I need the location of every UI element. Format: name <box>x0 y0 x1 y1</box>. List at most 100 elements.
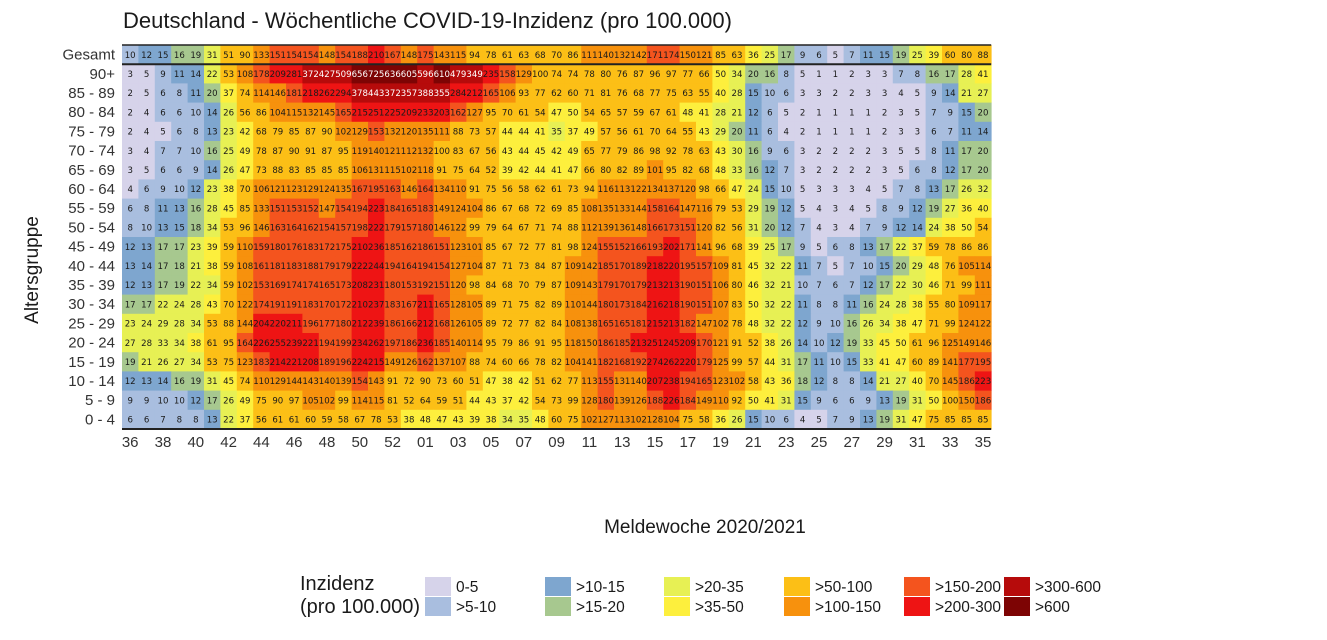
heatmap-cell <box>220 121 238 142</box>
cell-value-label: 99 <box>732 358 743 368</box>
heatmap-cell <box>794 198 812 219</box>
cell-value-label: 73 <box>568 185 579 195</box>
heatmap-cell <box>778 45 795 65</box>
cell-value-label: 114 <box>975 262 991 272</box>
cell-value-label: 7 <box>849 281 854 291</box>
cell-value-label: 75 <box>453 166 464 176</box>
cell-value-label: 90 <box>289 147 300 157</box>
heatmap-cell <box>778 217 795 238</box>
heatmap-cell <box>220 102 238 123</box>
cell-value-label: 16 <box>207 147 218 157</box>
cell-value-label: 3 <box>849 185 854 195</box>
cell-value-label: 56 <box>502 185 513 195</box>
cell-value-label: 70 <box>223 300 234 310</box>
heatmap-cell <box>532 237 549 257</box>
heatmap-cell <box>384 198 402 219</box>
heatmap-cell <box>236 102 254 123</box>
cell-value-label: 59 <box>223 281 234 291</box>
heatmap-cell <box>138 256 156 276</box>
heatmap-cell <box>925 198 943 219</box>
cell-value-label: 10 <box>190 147 201 157</box>
heatmap-cell <box>204 141 221 161</box>
cell-value-label: 149 <box>434 204 450 214</box>
heatmap-cell <box>450 198 467 219</box>
cell-value-label: 154 <box>319 224 335 234</box>
cell-value-label: 3 <box>882 166 887 176</box>
cell-value-label: 41 <box>764 396 775 406</box>
cell-value-label: 11 <box>174 70 185 80</box>
heatmap-cell <box>318 64 336 84</box>
cell-value-label: 137 <box>663 185 679 195</box>
cell-value-label: 218 <box>302 89 318 99</box>
cell-value-label: 6 <box>144 416 149 426</box>
heatmap-cell <box>122 64 139 84</box>
cell-value-label: 64 <box>420 396 431 406</box>
y-axis-title: Altersgruppe <box>22 216 43 324</box>
heatmap-cell <box>302 121 320 142</box>
cell-value-label: 6 <box>127 416 132 426</box>
cell-value-label: 181 <box>286 89 302 99</box>
heatmap-cell <box>400 160 418 180</box>
heatmap-cell <box>466 64 484 84</box>
cell-value-label: 17 <box>879 243 890 253</box>
cell-value-label: 75 <box>256 396 267 406</box>
cell-value-label: 105 <box>958 262 974 272</box>
cell-value-label: 167 <box>401 300 417 310</box>
cell-value-label: 100 <box>532 70 548 80</box>
heatmap-cell <box>892 102 910 123</box>
cell-value-label: 155 <box>598 377 614 387</box>
cell-value-label: 85 <box>715 51 726 61</box>
cell-value-label: 121 <box>712 339 728 349</box>
cell-value-label: 126 <box>630 396 646 406</box>
heatmap-cell <box>942 237 959 257</box>
x-tick-label: 42 <box>220 434 237 451</box>
cell-value-label: 65 <box>600 108 611 118</box>
heatmap-cell <box>892 217 910 238</box>
cell-value-label: 97 <box>666 70 677 80</box>
cell-value-label: 23 <box>125 320 136 330</box>
cell-value-label: 68 <box>256 128 267 138</box>
cell-value-label: 427 <box>319 70 335 80</box>
cell-value-label: 93 <box>518 89 529 99</box>
cell-value-label: 220 <box>663 262 679 272</box>
cell-value-label: 294 <box>335 89 351 99</box>
cell-value-label: 4 <box>783 128 788 138</box>
cell-value-label: 183 <box>253 358 269 368</box>
cell-value-label: 221 <box>286 358 302 368</box>
heatmap-cell <box>450 102 467 123</box>
heatmap-cell <box>384 83 402 103</box>
row-label: 55 - 59 <box>68 200 115 217</box>
heatmap-cell <box>515 121 533 142</box>
heatmap-cell <box>958 217 976 238</box>
cell-value-label: 41 <box>551 166 562 176</box>
cell-value-label: 70 <box>650 128 661 138</box>
heatmap-cell <box>302 141 320 161</box>
cell-value-label: 73 <box>256 166 267 176</box>
heatmap-cell <box>614 198 631 219</box>
cell-value-label: 20 <box>748 70 759 80</box>
cell-value-label: 145 <box>942 377 958 387</box>
cell-value-label: 1 <box>849 108 854 118</box>
heatmap-cell <box>269 256 287 276</box>
cell-value-label: 116 <box>696 204 712 214</box>
cell-value-label: 10 <box>781 185 792 195</box>
cell-value-label: 90 <box>240 51 251 61</box>
cell-value-label: 118 <box>417 166 433 176</box>
heatmap-cell <box>236 64 254 84</box>
cell-value-label: 13 <box>158 224 169 234</box>
cell-value-label: 17 <box>961 147 972 157</box>
legend-swatch <box>1004 597 1030 616</box>
cell-value-label: 25 <box>764 51 775 61</box>
cell-value-label: 181 <box>270 262 286 272</box>
heatmap-cell <box>794 141 812 161</box>
cell-value-label: 152 <box>614 243 630 253</box>
cell-value-label: 84 <box>535 262 546 272</box>
cell-value-label: 51 <box>535 377 546 387</box>
cell-value-label: 80 <box>961 51 972 61</box>
heatmap-cell <box>515 237 533 257</box>
cell-value-label: 13 <box>928 185 939 195</box>
cell-value-label: 2 <box>865 166 870 176</box>
heatmap-cell <box>942 102 959 123</box>
cell-value-label: 85 <box>945 416 956 426</box>
cell-value-label: 31 <box>207 377 218 387</box>
